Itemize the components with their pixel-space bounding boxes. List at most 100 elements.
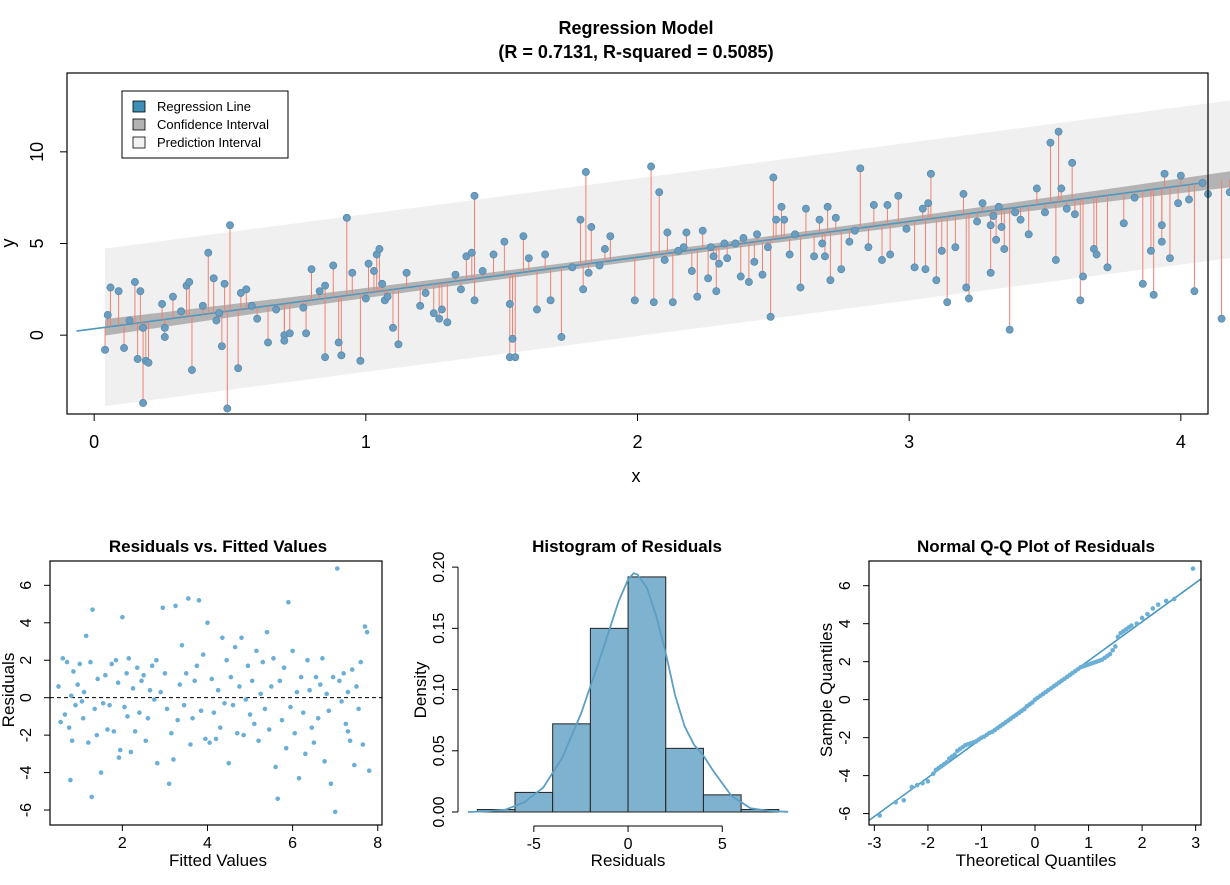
residual-point [111, 729, 117, 734]
data-point [356, 356, 365, 365]
residual-point [332, 809, 338, 815]
legend-box [121, 90, 289, 159]
data-point [649, 298, 658, 307]
data-point [973, 217, 982, 226]
data-point [299, 303, 308, 312]
qq-point [1145, 611, 1150, 617]
data-point [139, 399, 148, 407]
residual-point [234, 730, 240, 736]
residual-point [241, 732, 246, 738]
data-point [1000, 245, 1009, 253]
y-tick-label: 0 [18, 693, 35, 702]
residual-point [149, 663, 155, 669]
residual-point [89, 794, 95, 800]
data-point [723, 254, 732, 263]
data-point [926, 169, 935, 178]
residual-point [305, 657, 310, 663]
data-point [508, 334, 517, 343]
residual-point [186, 596, 191, 601]
residual-point [224, 657, 229, 663]
data-point [581, 168, 590, 176]
residual-point [205, 620, 210, 626]
residual-point [77, 661, 83, 667]
residual-point [266, 727, 272, 732]
data-point [992, 235, 1001, 244]
residual-point [198, 708, 204, 714]
data-point [780, 215, 789, 224]
data-point [704, 274, 713, 283]
data-point [505, 300, 514, 308]
regression-line [76, 182, 1200, 332]
residual-point [366, 768, 372, 774]
data-point [160, 323, 169, 332]
data-point [101, 345, 109, 354]
y-tick-label: 6 [837, 581, 854, 590]
data-point [321, 353, 330, 362]
qq-point [1155, 602, 1161, 607]
residual-point [313, 674, 319, 680]
residual-point [349, 667, 355, 672]
residuals-fitted-plot-area [50, 566, 382, 815]
x-tick-label: 4 [203, 835, 212, 852]
data-point [470, 191, 479, 200]
residual-point [226, 760, 232, 766]
residual-point [296, 775, 302, 781]
residual-point [335, 566, 340, 571]
data-point [1160, 169, 1169, 178]
residual-point [134, 665, 140, 671]
data-point [1185, 195, 1193, 204]
data-point [348, 268, 357, 277]
data-point [337, 351, 346, 360]
residual-point [330, 674, 336, 680]
data-point [1166, 254, 1174, 263]
data-point [660, 256, 669, 264]
data-point [402, 268, 411, 277]
residual-point [68, 777, 73, 783]
data-point [1198, 179, 1207, 187]
data-point [720, 239, 729, 248]
residual-point [196, 598, 202, 603]
data-point [712, 287, 721, 296]
data-point [130, 278, 139, 286]
data-point [1103, 263, 1112, 272]
data-point [886, 250, 895, 259]
y-tick-label: 0 [27, 330, 47, 340]
residual-point [232, 644, 238, 650]
data-point [989, 212, 998, 220]
data-point [856, 164, 865, 173]
y-tick-label: 4 [18, 618, 35, 627]
data-point [443, 318, 452, 327]
data-point [758, 270, 767, 279]
qq-point [920, 780, 925, 786]
y-tick-label: 6 [18, 581, 35, 590]
data-point [894, 191, 903, 200]
residual-point [292, 730, 298, 736]
residual-point [171, 757, 176, 762]
data-point [1016, 215, 1025, 224]
x-tick-label: 2 [118, 835, 127, 852]
residual-point [243, 697, 249, 702]
residual-point [200, 652, 206, 657]
data-point [1119, 219, 1128, 228]
data-point [736, 272, 745, 281]
data-point [810, 252, 819, 261]
data-point [106, 283, 115, 292]
residual-point [277, 678, 283, 684]
residual-point [69, 738, 75, 744]
qq-point [930, 771, 936, 777]
residual-point [322, 759, 327, 764]
data-point [821, 252, 829, 261]
data-point [1005, 325, 1014, 334]
data-point [185, 278, 194, 286]
data-point [272, 305, 281, 314]
data-point [693, 292, 702, 301]
residual-point [362, 624, 368, 629]
data-point [204, 248, 213, 257]
residual-point [125, 714, 130, 719]
qq-point [1110, 647, 1115, 653]
data-point [315, 287, 324, 296]
residual-point [237, 684, 242, 689]
residual-point [220, 635, 225, 641]
residual-point [315, 715, 321, 721]
data-point [1032, 184, 1041, 193]
